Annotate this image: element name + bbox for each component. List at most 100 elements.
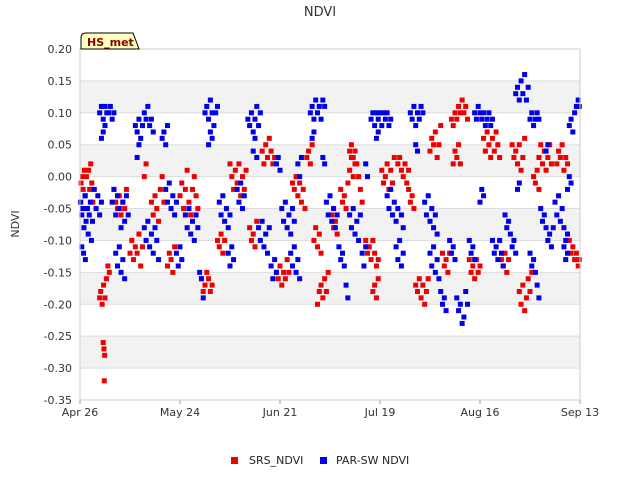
- y-axis-title: NDVI: [9, 210, 22, 237]
- srs-ndvi-point: [418, 295, 424, 301]
- par-sw-ndvi-point: [195, 225, 201, 231]
- srs-ndvi-point: [456, 103, 462, 109]
- srs-ndvi-point: [459, 97, 465, 103]
- srs-ndvi-point: [123, 186, 129, 192]
- par-sw-ndvi-point: [527, 250, 533, 256]
- srs-ndvi-point: [143, 161, 149, 167]
- srs-ndvi-point: [206, 276, 212, 282]
- srs-ndvi-point: [284, 257, 290, 263]
- par-sw-ndvi-point: [297, 276, 303, 282]
- srs-ndvi-point: [168, 257, 174, 263]
- srs-ndvi-point: [191, 174, 197, 180]
- srs-ndvi-point: [101, 282, 107, 288]
- par-sw-ndvi-point: [225, 250, 231, 256]
- x-tick-label: Sep 13: [561, 406, 599, 419]
- par-sw-ndvi-point: [288, 250, 294, 256]
- par-sw-ndvi-point: [520, 91, 526, 97]
- srs-ndvi-point: [527, 289, 533, 295]
- srs-ndvi-point: [375, 257, 381, 263]
- srs-ndvi-point: [81, 167, 87, 173]
- par-sw-ndvi-point: [395, 206, 401, 212]
- srs-ndvi-point: [347, 148, 353, 154]
- par-sw-ndvi-point: [363, 161, 369, 167]
- srs-ndvi-point: [475, 269, 481, 275]
- srs-ndvi-point: [398, 167, 404, 173]
- par-sw-ndvi-point: [118, 225, 124, 231]
- srs-ndvi-point: [404, 180, 410, 186]
- par-sw-ndvi-point: [375, 129, 381, 135]
- srs-ndvi-point: [279, 282, 285, 288]
- par-sw-ndvi-point: [390, 212, 395, 218]
- srs-ndvi-point: [456, 142, 462, 148]
- par-sw-ndvi-point: [109, 199, 115, 205]
- par-sw-ndvi-point: [291, 244, 297, 250]
- srs-ndvi-point: [101, 346, 107, 352]
- srs-ndvi-point: [240, 174, 245, 180]
- srs-ndvi-point: [509, 142, 515, 148]
- y-tick-label: 0.15: [48, 75, 73, 88]
- srs-ndvi-point: [179, 180, 185, 186]
- srs-ndvi-point: [286, 269, 292, 275]
- par-sw-ndvi-point: [254, 154, 260, 160]
- par-sw-ndvi-point: [320, 97, 326, 103]
- par-sw-ndvi-point: [498, 250, 504, 256]
- srs-ndvi-point: [534, 167, 540, 173]
- par-sw-ndvi-point: [341, 263, 347, 269]
- par-sw-ndvi-point: [573, 103, 579, 109]
- srs-ndvi-point: [204, 269, 210, 275]
- par-sw-ndvi-point: [434, 257, 440, 263]
- srs-ndvi-point: [243, 167, 249, 173]
- srs-ndvi-point: [498, 257, 504, 263]
- par-sw-ndvi-point: [434, 231, 440, 237]
- par-sw-ndvi-point: [511, 237, 517, 243]
- par-sw-ndvi-point: [188, 231, 194, 237]
- par-sw-ndvi-point: [568, 180, 574, 186]
- par-sw-ndvi-point: [163, 142, 169, 148]
- par-sw-ndvi-point: [307, 110, 313, 116]
- srs-ndvi-point: [150, 212, 156, 218]
- par-sw-ndvi-point: [504, 225, 510, 231]
- par-sw-ndvi-point: [536, 295, 542, 301]
- srs-ndvi-point: [268, 148, 274, 154]
- par-sw-ndvi-point: [147, 244, 153, 250]
- par-sw-ndvi-point: [227, 263, 233, 269]
- srs-ndvi-point: [261, 161, 267, 167]
- par-sw-ndvi-point: [452, 257, 458, 263]
- par-sw-ndvi-point: [336, 244, 342, 250]
- par-sw-ndvi-point: [120, 199, 126, 205]
- par-sw-ndvi-point: [145, 103, 151, 109]
- par-sw-ndvi-point: [198, 276, 204, 282]
- srs-ndvi-point: [172, 244, 178, 250]
- par-sw-ndvi-point: [322, 161, 328, 167]
- srs-ndvi-point: [422, 301, 428, 307]
- par-sw-ndvi-point: [575, 97, 581, 103]
- srs-ndvi-point: [100, 340, 106, 346]
- y-tick-label: -0.25: [44, 330, 72, 343]
- plot-background-bands: [80, 80, 580, 369]
- x-tick-label: Aug 16: [461, 406, 500, 419]
- srs-ndvi-point: [359, 199, 365, 205]
- srs-ndvi-point: [457, 110, 463, 116]
- srs-ndvi-point: [298, 199, 304, 205]
- srs-ndvi-point: [316, 289, 322, 295]
- srs-ndvi-point: [477, 263, 483, 269]
- srs-ndvi-point: [277, 263, 283, 269]
- par-sw-ndvi-point: [495, 257, 501, 263]
- srs-ndvi-point: [348, 142, 354, 148]
- par-sw-ndvi-point: [279, 206, 285, 212]
- par-sw-ndvi-point: [209, 135, 215, 141]
- par-sw-ndvi-point: [250, 129, 256, 135]
- par-sw-ndvi-point: [270, 276, 276, 282]
- srs-ndvi-point: [516, 142, 522, 148]
- par-sw-ndvi-point: [220, 193, 226, 199]
- par-sw-ndvi-point: [309, 103, 315, 109]
- par-sw-ndvi-point: [152, 225, 158, 231]
- srs-ndvi-point: [156, 218, 162, 224]
- par-sw-ndvi-point: [87, 199, 93, 205]
- srs-ndvi-point: [209, 282, 215, 288]
- par-sw-ndvi-point: [545, 142, 551, 148]
- par-sw-ndvi-point: [388, 116, 394, 122]
- par-sw-ndvi-point: [234, 186, 240, 192]
- par-sw-ndvi-point: [420, 110, 426, 116]
- par-sw-ndvi-point: [425, 193, 431, 199]
